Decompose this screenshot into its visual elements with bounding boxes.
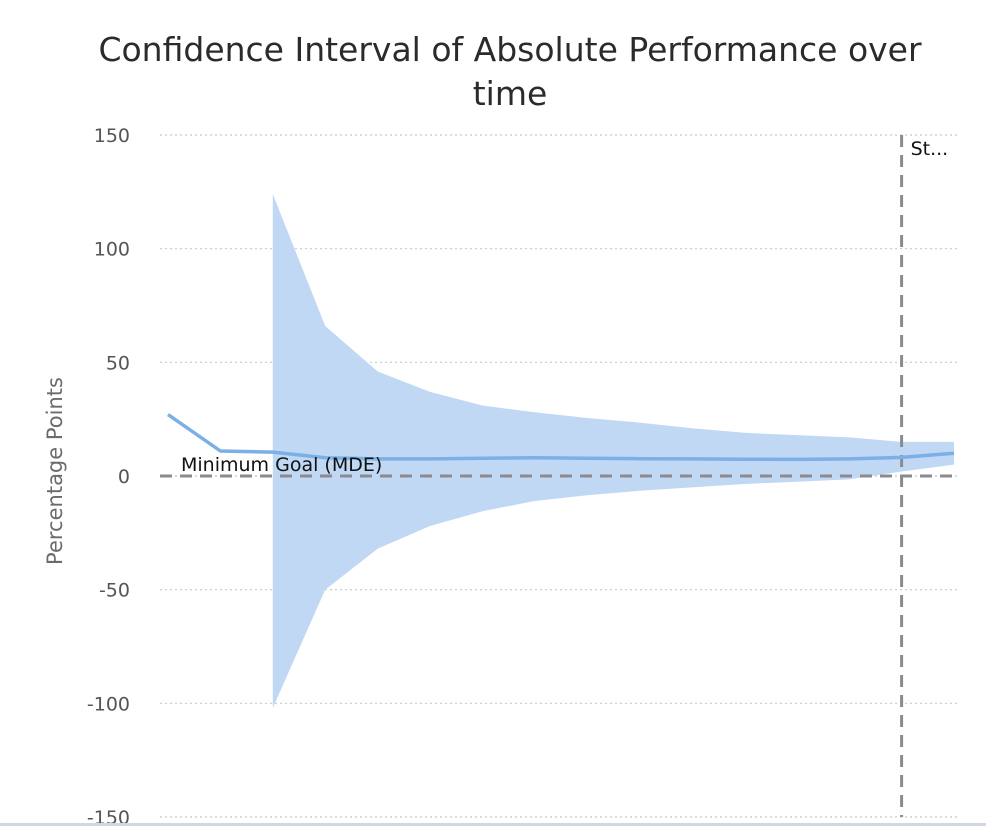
bottom-divider	[0, 823, 986, 826]
performance-line	[167, 413, 955, 462]
minimum-goal-label: Minimum Goal (MDE)	[181, 454, 382, 476]
vertical-reference-label: St...	[911, 138, 949, 160]
y-tick-label: 150	[94, 125, 130, 147]
y-tick-label: 50	[106, 352, 130, 374]
y-tick-label: 100	[94, 239, 130, 261]
confidence-interval-band	[272, 194, 954, 708]
chart-title: Confidence Interval of Absolute Performa…	[98, 30, 922, 113]
y-tick-label: 0	[118, 466, 130, 488]
y-axis-ticks: 150 100 50 0 -50 -100 -150	[87, 125, 130, 826]
y-tick-label: -100	[87, 693, 130, 715]
y-axis-label: Percentage Points	[43, 377, 67, 565]
y-tick-label: -150	[87, 807, 130, 826]
y-tick-label: -50	[99, 580, 130, 602]
